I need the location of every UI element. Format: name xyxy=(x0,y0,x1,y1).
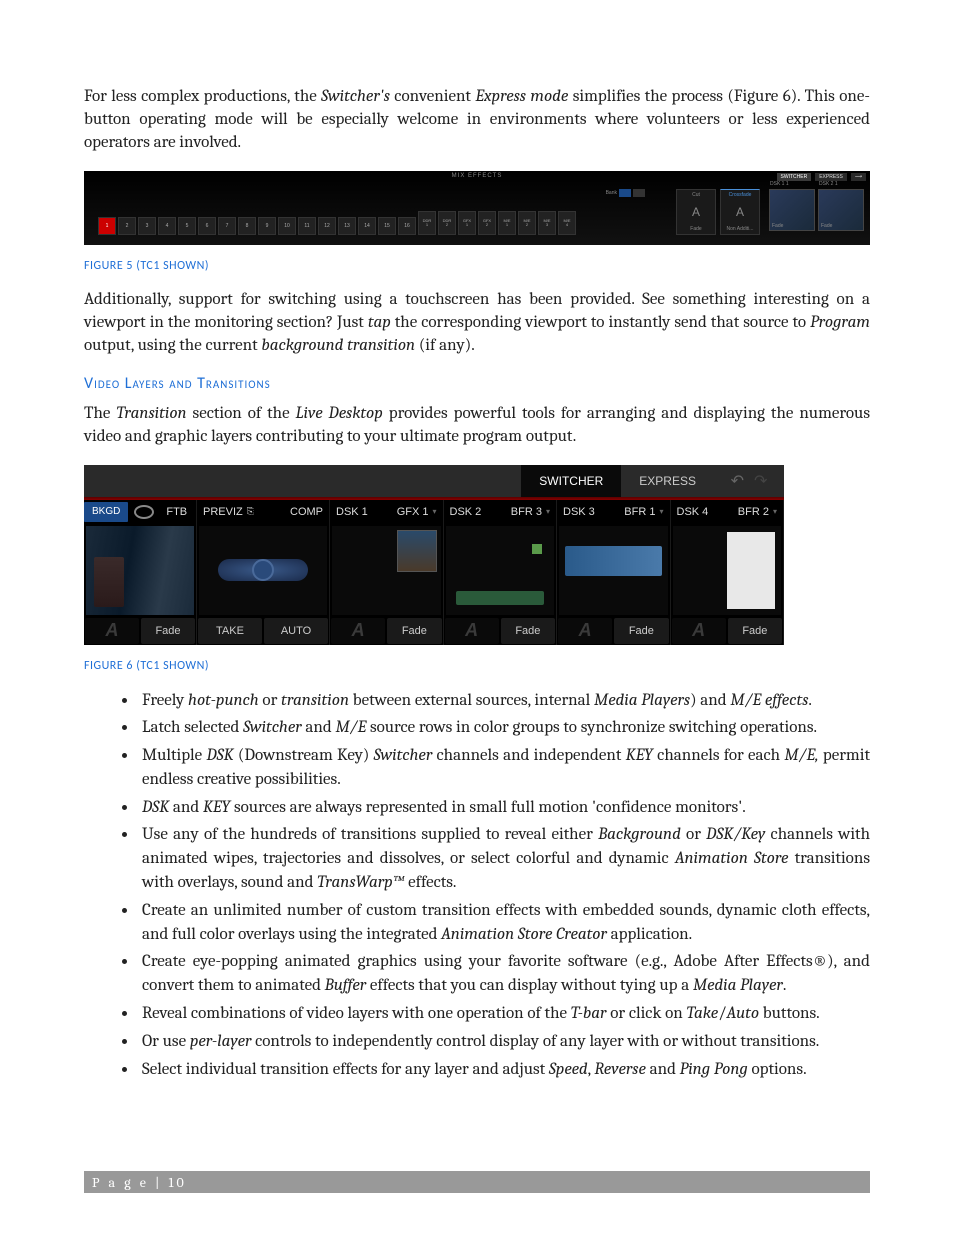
page-footer: P a g e | 10 xyxy=(84,1171,870,1193)
figure-6: SWITCHER EXPRESS ↶ ↷ BKGD FTB xyxy=(84,465,784,645)
fig5-source-DDR2[interactable]: DDR2 xyxy=(438,211,456,235)
fig5-source-3[interactable]: 3 xyxy=(138,217,156,235)
fig5-tab-switcher[interactable]: SWITCHER xyxy=(777,173,812,181)
fig6-take-button[interactable]: TAKE xyxy=(198,618,262,644)
fig5-source-5[interactable]: 5 xyxy=(178,217,196,235)
fig6-dsk3-a-icon[interactable]: A xyxy=(558,618,612,644)
fig6-bkgd-fade-button[interactable]: Fade xyxy=(141,618,195,644)
fig6-dsk1-label[interactable]: DSK 1 xyxy=(330,506,374,518)
fig6-dsk3-preview xyxy=(559,526,668,615)
bullet-8: Reveal combinations of video layers with… xyxy=(138,1002,870,1026)
fig6-bkgd-label[interactable]: BKGD xyxy=(84,502,128,522)
paragraph-3: The Transition section of the Live Deskt… xyxy=(84,403,870,449)
fig6-bfr1-label[interactable]: BFR 1 ▾ xyxy=(618,506,669,518)
fig5-dsk2-thumb[interactable]: DSK 2 1 Fade xyxy=(818,189,864,231)
fig5-source-4[interactable]: 4 xyxy=(158,217,176,235)
bullet-list: Freely hot-punch or transition between e… xyxy=(84,689,870,1082)
fig5-source-M/E3[interactable]: M/E3 xyxy=(538,211,556,235)
fig5-source-6[interactable]: 6 xyxy=(198,217,216,235)
fig6-dsk2-label[interactable]: DSK 2 xyxy=(444,506,488,518)
bullet-4: DSK and KEY sources are always represent… xyxy=(138,796,870,820)
fig5-dsk1-thumb[interactable]: DSK 1 1 Fade xyxy=(769,189,815,231)
bullet-5: Use any of the hundreds of transitions s… xyxy=(138,823,870,894)
fig6-dsk1-a-icon[interactable]: A xyxy=(331,618,385,644)
fig5-title: MIX EFFECTS xyxy=(452,173,503,179)
bullet-1: Freely hot-punch or transition between e… xyxy=(138,689,870,713)
fig6-bkgd-preview xyxy=(86,526,194,615)
fig6-previz-label[interactable]: PREVIZ ⎘ xyxy=(197,506,260,518)
bullet-7: Create eye-popping animated graphics usi… xyxy=(138,950,870,998)
fig6-dsk2-a-icon[interactable]: A xyxy=(445,618,499,644)
fig5-source-9[interactable]: 9 xyxy=(258,217,276,235)
fig5-tab-express[interactable]: EXPRESS xyxy=(815,173,847,181)
bullet-2: Latch selected Switcher and M/E source r… xyxy=(138,716,870,740)
fig5-source-11[interactable]: 11 xyxy=(298,217,316,235)
section-heading: Video Layers and Transitions xyxy=(84,374,870,393)
fig5-source-16[interactable]: 16 xyxy=(398,217,416,235)
bullet-9: Or use per-layer controls to independent… xyxy=(138,1030,870,1054)
bullet-10: Select individual transition effects for… xyxy=(138,1058,870,1082)
fig6-dsk1-preview xyxy=(332,526,441,615)
undo-icon[interactable]: ↶ xyxy=(731,471,744,491)
fig6-bkgd-a-icon[interactable]: A xyxy=(85,618,139,644)
fig6-dsk2-fade-button[interactable]: Fade xyxy=(501,618,555,644)
paragraph-2: Additionally, support for switching usin… xyxy=(84,289,870,358)
figure-6-caption: FIGURE 6 (TC1 SHOWN) xyxy=(84,659,870,673)
fig6-dsk2-preview xyxy=(446,526,555,615)
fig5-bank-label: Bank xyxy=(606,190,617,196)
fig5-source-M/E2[interactable]: M/E2 xyxy=(518,211,536,235)
fig5-source-10[interactable]: 10 xyxy=(278,217,296,235)
fig5-source-2[interactable]: 2 xyxy=(118,217,136,235)
fig6-dsk1-fade-button[interactable]: Fade xyxy=(387,618,441,644)
fig5-crossfade-box[interactable]: Crossfade A Non Additi... xyxy=(720,189,760,235)
fig5-source-8[interactable]: 8 xyxy=(238,217,256,235)
fig6-dsk4-preview xyxy=(673,526,782,615)
fig5-source-14[interactable]: 14 xyxy=(358,217,376,235)
fig5-pin-icon[interactable]: ⟶ xyxy=(851,173,866,181)
fig5-source-15[interactable]: 15 xyxy=(378,217,396,235)
fig5-source-DDR1[interactable]: DDR1 xyxy=(418,211,436,235)
fig6-comp-label[interactable]: COMP xyxy=(284,506,329,518)
chevron-down-icon[interactable]: ▾ xyxy=(659,507,663,516)
chevron-down-icon[interactable]: ▾ xyxy=(546,507,550,516)
fig6-ftb-label[interactable]: FTB xyxy=(160,506,193,518)
fig6-dsk3-label[interactable]: DSK 3 xyxy=(557,506,601,518)
fig6-tab-express[interactable]: EXPRESS xyxy=(621,465,714,497)
fig6-gfx1-label[interactable]: GFX 1 ▾ xyxy=(391,506,443,518)
fig5-source-7[interactable]: 7 xyxy=(218,217,236,235)
fig5-source-13[interactable]: 13 xyxy=(338,217,356,235)
fig5-source-12[interactable]: 12 xyxy=(318,217,336,235)
fig5-source-1[interactable]: 1 xyxy=(98,217,116,235)
fig5-source-row: 12345678910111213141516DDR1DDR2GFX1GFX2M… xyxy=(90,211,576,235)
chevron-down-icon[interactable]: ▾ xyxy=(432,507,436,516)
paragraph-1: For less complex productions, the Switch… xyxy=(84,86,870,155)
fig6-bfr2-label[interactable]: BFR 2 ▾ xyxy=(732,506,783,518)
fig5-cut-box[interactable]: Cut A Fade xyxy=(676,189,716,235)
fig6-auto-button[interactable]: AUTO xyxy=(264,618,328,644)
chevron-down-icon[interactable]: ▾ xyxy=(773,507,777,516)
redo-icon[interactable]: ↷ xyxy=(754,471,767,491)
fig5-source-GFX1[interactable]: GFX1 xyxy=(458,211,476,235)
bullet-6: Create an unlimited number of custom tra… xyxy=(138,899,870,947)
fig5-bank-2[interactable] xyxy=(633,189,645,197)
figure-5-caption: FIGURE 5 (TC1 SHOWN) xyxy=(84,259,870,273)
fig6-eye-icon[interactable] xyxy=(128,505,160,519)
fig5-source-GFX2[interactable]: GFX2 xyxy=(478,211,496,235)
fig6-dsk3-fade-button[interactable]: Fade xyxy=(614,618,668,644)
figure-5: MIX EFFECTS SWITCHER EXPRESS ⟶ Bank Cut … xyxy=(84,171,870,245)
fig6-previz-preview xyxy=(199,526,327,615)
fig6-dsk4-label[interactable]: DSK 4 xyxy=(671,506,715,518)
fig6-bfr3-label[interactable]: BFR 3 ▾ xyxy=(505,506,556,518)
fig5-source-M/E4[interactable]: M/E4 xyxy=(558,211,576,235)
fig6-dsk4-fade-button[interactable]: Fade xyxy=(728,618,782,644)
fig6-tab-switcher[interactable]: SWITCHER xyxy=(521,465,621,497)
fig6-dsk4-a-icon[interactable]: A xyxy=(672,618,726,644)
bullet-3: Multiple DSK (Downstream Key) Switcher c… xyxy=(138,744,870,792)
fig5-source-M/E1[interactable]: M/E1 xyxy=(498,211,516,235)
fig5-bank-1[interactable] xyxy=(619,189,631,197)
